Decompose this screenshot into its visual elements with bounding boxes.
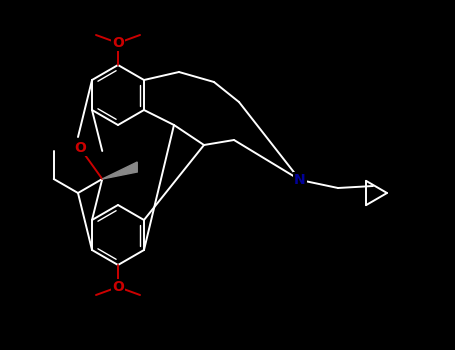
Text: O: O: [74, 141, 86, 155]
Text: O: O: [112, 36, 124, 50]
Polygon shape: [102, 162, 137, 179]
Text: N: N: [294, 173, 306, 187]
Text: O: O: [112, 280, 124, 294]
